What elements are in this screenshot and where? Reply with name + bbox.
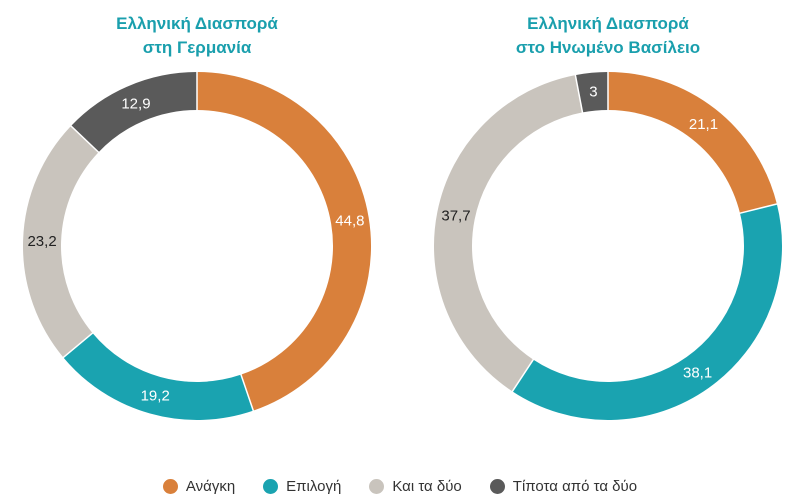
donut-charts: 44,8 19,2 23,2 12,9 21,1 38,1 37,7 3 <box>23 71 782 420</box>
legend-label-anagki: Ανάγκη <box>185 478 236 495</box>
donut-uk-slice-kai-ta-dyo <box>434 75 583 392</box>
donut-uk-label-anagki: 21,1 <box>689 116 718 133</box>
donut-uk-slice-anagki <box>607 72 777 214</box>
legend-item-tipota: Τίποτα από τα δύο <box>489 478 638 495</box>
donut-germany-slice-epilogi <box>63 332 254 420</box>
legend-label-tipota: Τίποτα από τα δύο <box>512 478 638 495</box>
legend-label-kai-ta-dyo: Και τα δύο <box>392 478 462 495</box>
donut-germany-slice-tipota <box>71 72 198 153</box>
donut-germany-separator-2 <box>62 331 94 359</box>
chart-title-uk: Ελληνική Διασπορά στο Ηνωμένο Βασίλειο <box>438 12 778 60</box>
chart-title-germany-line-1: Ελληνική Διασπορά <box>116 14 278 33</box>
donut-uk-separator-1 <box>738 203 779 215</box>
donut-germany-slice-anagki <box>196 72 371 411</box>
legend-label-epilogi: Επιλογή <box>286 478 342 495</box>
donut-uk-label-epilogi: 38,1 <box>683 364 712 381</box>
donut-germany-label-anagki: 44,8 <box>335 213 364 230</box>
legend-swatch-anagki <box>162 479 178 494</box>
chart-title-germany: Ελληνική Διασπορά στη Γερμανία <box>27 12 367 60</box>
legend-swatch-tipota <box>489 479 505 494</box>
legend-item-anagki: Ανάγκη <box>162 478 236 495</box>
donut-germany-separator-3 <box>69 124 100 154</box>
legend-swatch-epilogi <box>263 479 279 494</box>
chart-title-germany-line-2: στη Γερμανία <box>142 38 252 57</box>
donut-uk-label-kai-ta-dyo: 37,7 <box>441 208 470 225</box>
donut-germany-label-tipota: 12,9 <box>121 96 150 113</box>
donut-uk-label-tipota: 3 <box>589 84 597 101</box>
donut-germany-label-epilogi: 19,2 <box>141 387 170 404</box>
donut-germany-slice-kai-ta-dyo <box>23 126 99 358</box>
donut-uk-separator-3 <box>574 73 584 114</box>
donut-uk-slice-epilogi <box>512 204 782 420</box>
legend-swatch-kai-ta-dyo <box>369 479 385 494</box>
chart-title-uk-line-1: Ελληνική Διασπορά <box>527 14 689 33</box>
legend-item-epilogi: Επιλογή <box>263 478 341 495</box>
legend-item-kai-ta-dyo: Και τα δύο <box>369 478 462 495</box>
legend: Ανάγκη Επιλογή Και τα δύο Τίποτα από τα … <box>0 478 800 495</box>
donut-uk-separator-2 <box>511 358 535 393</box>
donut-germany-separator-1 <box>239 373 255 412</box>
donut-germany-label-kai-ta-dyo: 23,2 <box>27 233 56 250</box>
chart-title-uk-line-2: στο Ηνωμένο Βασίλειο <box>515 38 701 57</box>
